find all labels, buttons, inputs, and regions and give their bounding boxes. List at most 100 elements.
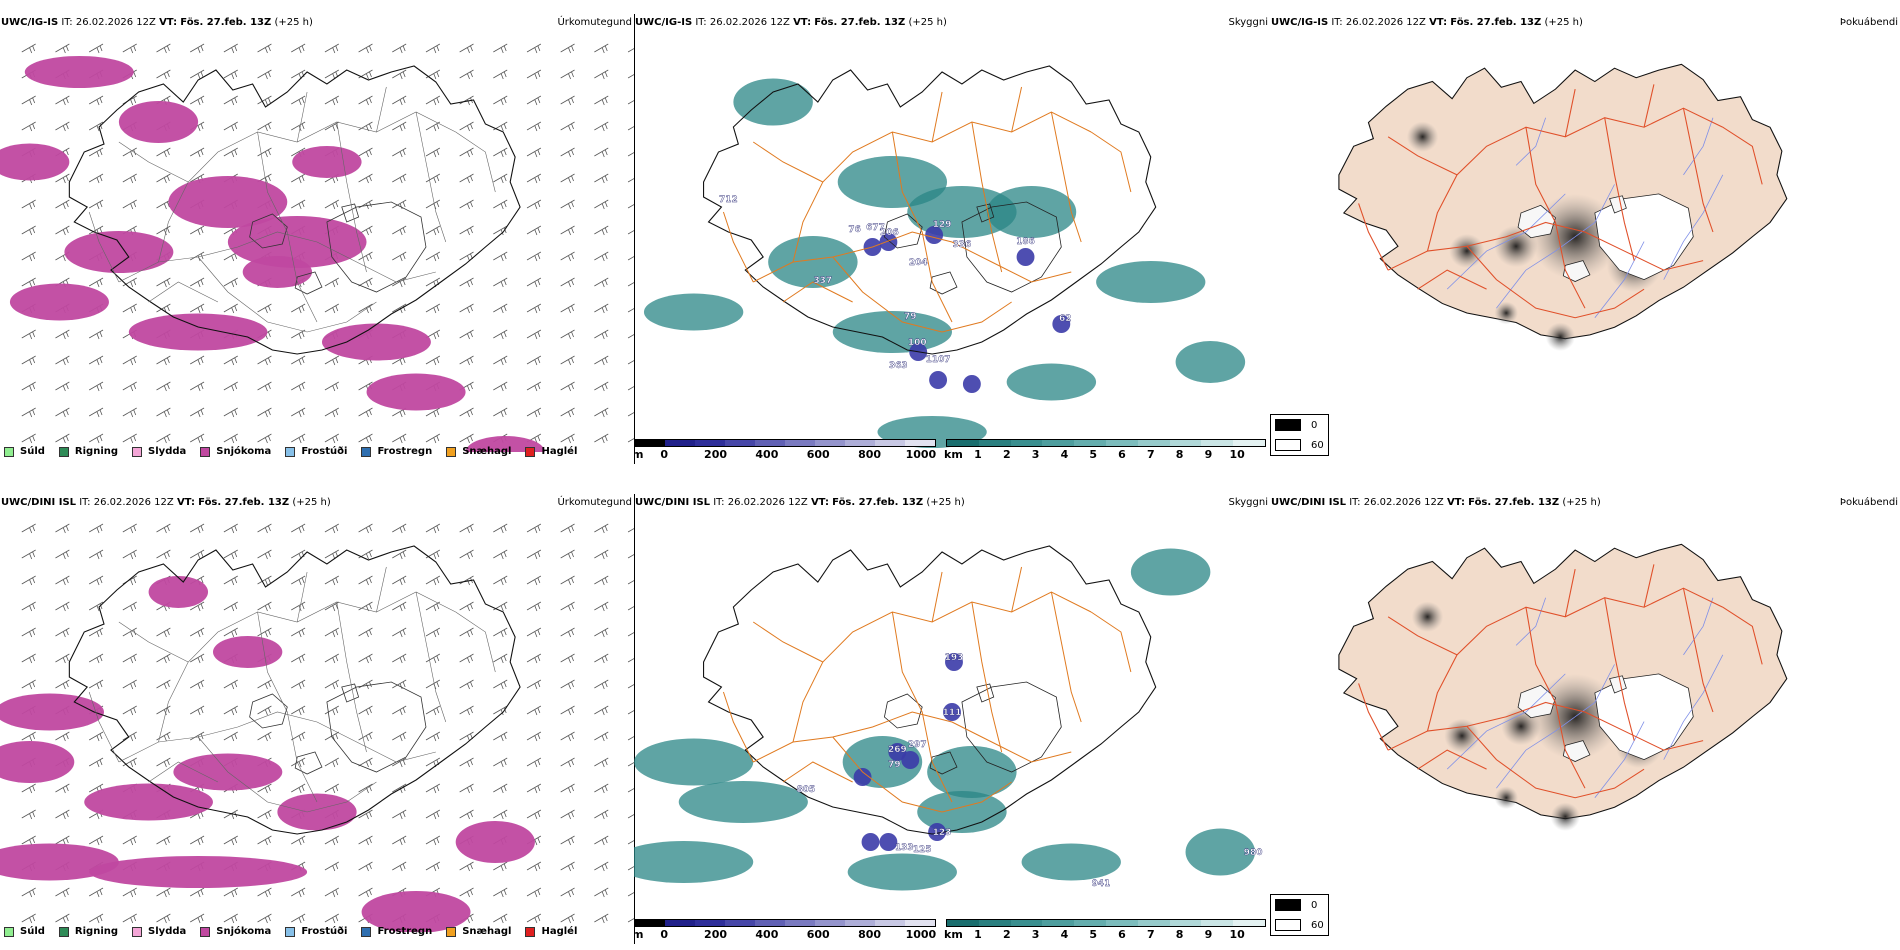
legend-label: Frostúði bbox=[301, 446, 348, 457]
issue-time: 26.02.2026 12Z bbox=[93, 497, 174, 508]
colorbar-tick-label: 2 bbox=[1002, 448, 1011, 461]
legend-swatch bbox=[58, 926, 69, 937]
map-area: 193 111 269 297 79 805 123 133 125 980 941 bbox=[634, 512, 1270, 932]
panel-run-info: UWC/IG-IS IT: 26.02.2026 12Z VT: Fös. 27… bbox=[1, 14, 313, 32]
legend-label: Snjókoma bbox=[216, 926, 272, 937]
colorbar-unit: km bbox=[944, 928, 963, 941]
ceiling-value-label: 129 bbox=[933, 220, 952, 230]
valid-prefix: VT: bbox=[1446, 497, 1465, 508]
snow-area bbox=[0, 143, 70, 181]
low-ceiling-spot bbox=[1016, 248, 1035, 266]
snow-area bbox=[242, 256, 313, 288]
ceiling-colorbar: m 0 200 400 600 800 1000 bbox=[634, 919, 936, 941]
fog-signal-area bbox=[1449, 233, 1485, 269]
low-ceiling-spot bbox=[928, 823, 947, 841]
legend-label: Rigning bbox=[74, 926, 119, 937]
low-visibility-area bbox=[768, 236, 858, 288]
valid-prefix: VT: bbox=[793, 17, 812, 28]
ceiling-value-label: 269 bbox=[888, 745, 907, 755]
valid-prefix: VT: bbox=[810, 497, 829, 508]
colorbar-segment bbox=[635, 920, 665, 926]
lead-time: (+25 h) bbox=[908, 17, 947, 28]
ceiling-value-label: 76 bbox=[848, 225, 860, 235]
colorbar-tick-label: 3 bbox=[1031, 928, 1040, 941]
map-svg bbox=[1338, 543, 1788, 832]
legend-swatch bbox=[132, 446, 143, 457]
low-ceiling-spot bbox=[879, 833, 898, 851]
colorbar-segment bbox=[1074, 440, 1106, 446]
valid-time: Fös. 27.feb. 13Z bbox=[814, 17, 906, 28]
ceiling-value-label: 941 bbox=[1092, 879, 1111, 889]
ceiling-value-label: 206 bbox=[880, 228, 899, 238]
ceiling-value-label: 133 bbox=[895, 843, 914, 853]
fog-legend-row: 0 bbox=[1271, 415, 1328, 435]
fog-legend-swatch bbox=[1275, 419, 1301, 431]
colorbar-unit: km bbox=[944, 448, 963, 461]
panel-header: UWC/IG-IS IT: 26.02.2026 12Z VT: Fös. 27… bbox=[634, 14, 1270, 32]
low-visibility-area bbox=[1006, 363, 1097, 401]
map-area bbox=[1270, 512, 1900, 912]
colorbar-segment bbox=[725, 440, 755, 446]
precip-type-legend: Súld Rigning Slydda Snjókoma Frostúði Frostre… bbox=[4, 926, 591, 937]
snow-area bbox=[84, 783, 213, 821]
colorbar-tick-label: 7 bbox=[1146, 448, 1155, 461]
fog-signal-area bbox=[1494, 301, 1519, 325]
valid-prefix: VT: bbox=[176, 497, 195, 508]
colorbar-tick-label: 8 bbox=[1175, 928, 1184, 941]
fog-legend-label: 0 bbox=[1311, 419, 1318, 431]
fog-legend-row: 60 bbox=[1271, 915, 1328, 935]
colorbar-segment bbox=[635, 440, 665, 446]
colorbar-segment bbox=[1169, 440, 1202, 446]
legend-swatch bbox=[361, 446, 372, 457]
low-visibility-area bbox=[927, 746, 1017, 798]
colorbar-segment bbox=[905, 440, 935, 446]
low-ceiling-spot bbox=[943, 703, 961, 721]
snow-area bbox=[9, 283, 109, 321]
model-name: UWC/DINI ISL bbox=[1271, 497, 1347, 508]
colorbar-tick-label: 600 bbox=[806, 448, 830, 461]
colorbar-tick-label: 200 bbox=[704, 448, 728, 461]
colorbar-tick-label: 4 bbox=[1060, 928, 1069, 941]
legend-label: Snæhagl bbox=[462, 446, 512, 457]
panel-title: Skyggni bbox=[1228, 497, 1268, 508]
valid-time: Fös. 27.feb. 13Z bbox=[180, 17, 272, 28]
legend-label: Frostregn bbox=[377, 926, 433, 937]
legend-item: Snæhagl bbox=[446, 446, 511, 457]
colorbar-tick-label: 5 bbox=[1089, 928, 1098, 941]
legend-item: Haglél bbox=[525, 446, 577, 457]
legend-label: Súld bbox=[20, 446, 45, 457]
panel-title: Úrkomutegund bbox=[557, 497, 632, 508]
legend-label: Snjókoma bbox=[216, 446, 272, 457]
colorbar-tick-label: 6 bbox=[1118, 928, 1126, 941]
colorbar-segment bbox=[1233, 920, 1265, 926]
snow-area bbox=[321, 323, 431, 361]
map-svg: 193 111 269 297 79 805 123 133 125 980 941 bbox=[634, 545, 1263, 891]
low-ceiling-spot bbox=[879, 233, 898, 251]
colorbar-tick-label: 200 bbox=[704, 928, 728, 941]
fog-legend-row: 60 bbox=[1271, 435, 1328, 455]
colorbar-segment bbox=[1042, 920, 1075, 926]
legend-item: Haglél bbox=[525, 926, 577, 937]
colorbar-tick-label: 9 bbox=[1204, 928, 1213, 941]
low-ceiling-spot bbox=[929, 371, 948, 389]
legend-swatch bbox=[525, 926, 536, 937]
lead-time: (+25 h) bbox=[1562, 497, 1601, 508]
colorbar-tick-label: 2 bbox=[1002, 928, 1011, 941]
fog-index-legend: 0 60 bbox=[1270, 894, 1329, 936]
snow-area bbox=[0, 693, 104, 731]
legend-swatch bbox=[361, 926, 372, 937]
fog-signal-area bbox=[1494, 225, 1538, 268]
panel-run-info: UWC/DINI ISL IT: 26.02.2026 12Z VT: Fös.… bbox=[1271, 494, 1601, 512]
ceiling-value-label: 100 bbox=[908, 338, 927, 348]
valid-time: Fös. 27.feb. 13Z bbox=[198, 497, 290, 508]
issue-prefix: IT: bbox=[713, 497, 725, 508]
fog-legend-swatch bbox=[1275, 899, 1301, 911]
colorbar-segment bbox=[978, 920, 1011, 926]
colorbar-segment bbox=[875, 920, 905, 926]
low-ceiling-spot bbox=[1052, 315, 1071, 333]
colorbar-segment bbox=[1233, 440, 1265, 446]
colorbar-tick-label: 0 bbox=[660, 448, 669, 461]
legend-item: Snæhagl bbox=[446, 926, 511, 937]
legend-item: Frostregn bbox=[361, 446, 432, 457]
